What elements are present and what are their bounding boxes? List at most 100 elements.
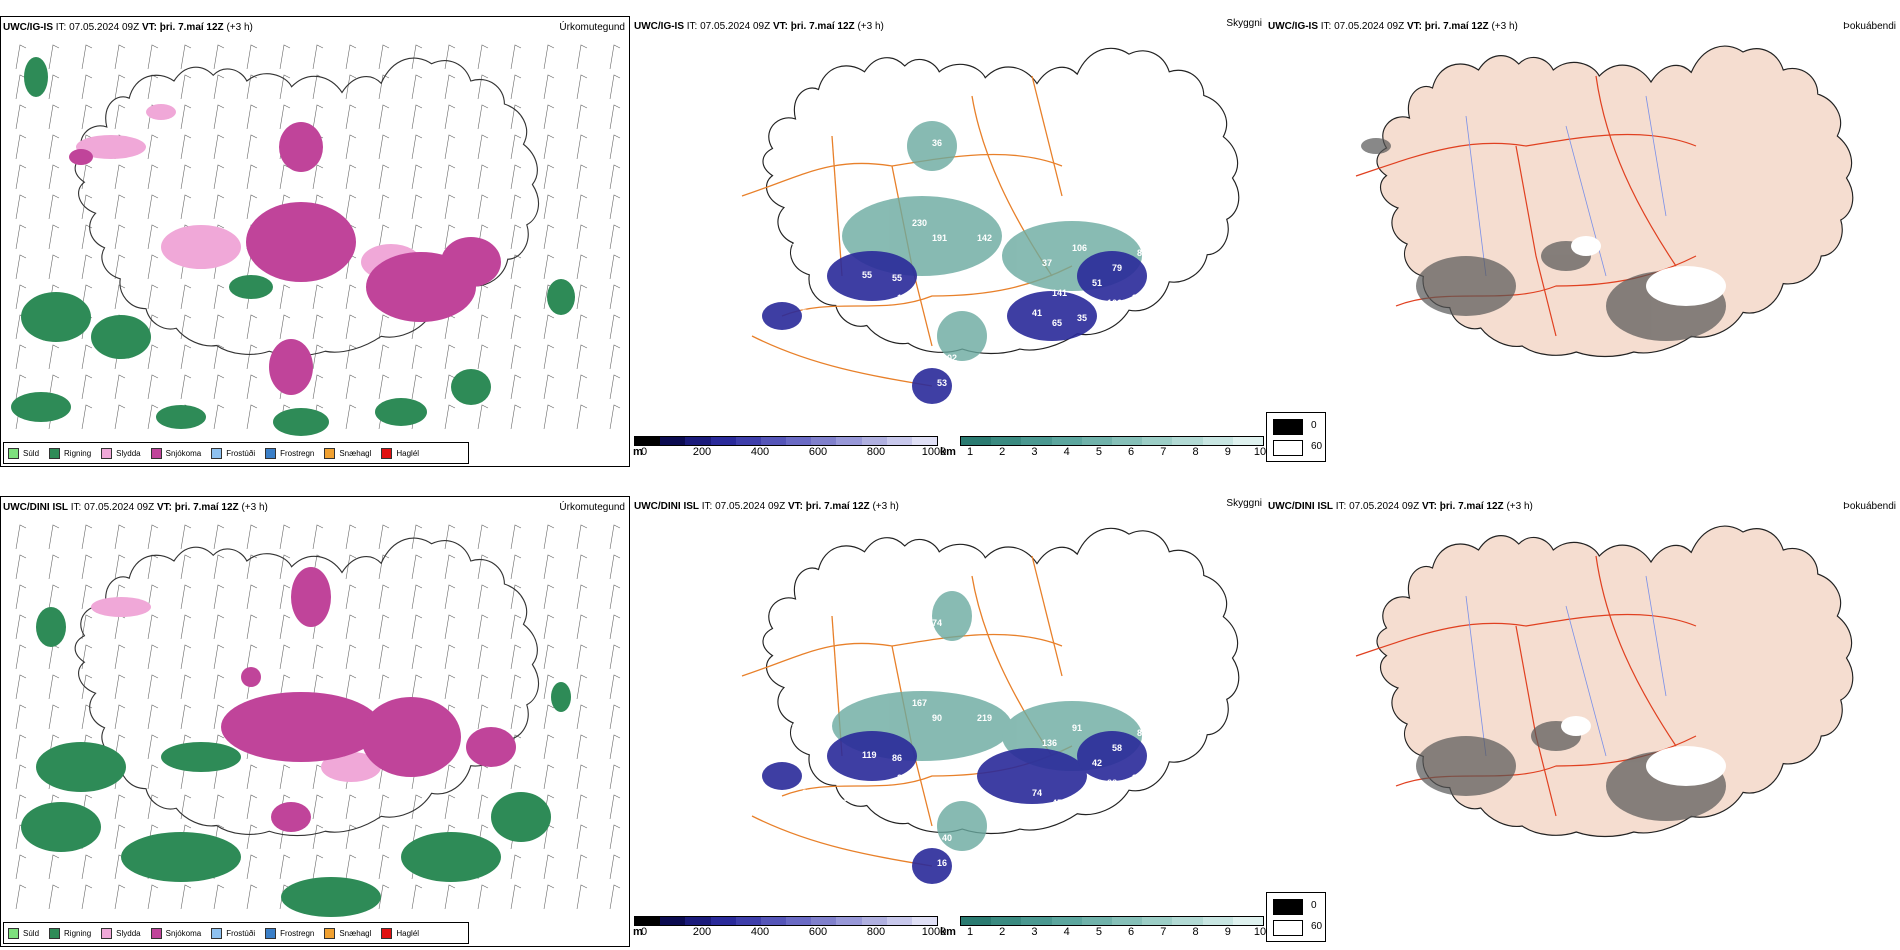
wind-barb	[444, 614, 456, 640]
wind-barb	[477, 884, 489, 910]
wind-barb	[15, 254, 27, 280]
wind-barb	[246, 644, 258, 670]
wind-barb	[543, 344, 555, 370]
visibility-value: 90	[932, 713, 942, 723]
wind-barb	[576, 614, 588, 640]
wind-barb	[180, 164, 192, 190]
legend-label: Súld	[23, 928, 40, 938]
wind-barb	[147, 584, 159, 610]
wind-barb	[312, 284, 324, 310]
wind-barb	[15, 194, 27, 220]
wind-barb	[510, 134, 522, 160]
wind-barb	[114, 224, 126, 250]
wind-barb	[81, 584, 93, 610]
wind-barb	[609, 854, 621, 880]
visibility-value: 136	[1042, 738, 1057, 748]
visibility-value: 87	[802, 788, 812, 798]
colorbar-tick: 5	[1095, 446, 1102, 458]
panel-header: UWC/IG-IS IT: 07.05.2024 09Z VT: þri. 7.…	[1268, 21, 1518, 32]
wind-barb	[81, 524, 93, 550]
wind-barb	[279, 854, 291, 880]
colorbar-cell	[685, 917, 711, 925]
wind-barb	[345, 554, 357, 580]
wind-barb	[411, 344, 423, 370]
wind-barb	[576, 794, 588, 820]
wind-barb	[279, 314, 291, 340]
wind-barb	[246, 164, 258, 190]
wind-barb	[609, 134, 621, 160]
wind-barb	[312, 74, 324, 100]
wind-barb	[510, 224, 522, 250]
wind-barb	[246, 584, 258, 610]
wind-barb	[609, 224, 621, 250]
wind-barb	[411, 644, 423, 670]
colorbar-tick: 7	[1160, 446, 1167, 458]
wind-barb	[180, 524, 192, 550]
colorbar-cell	[811, 917, 837, 925]
colorbar-tick: 400	[750, 446, 770, 458]
visibility-km-colorbar: km 1 2 3 4 5 6 7 8 9 10	[940, 436, 1266, 458]
colorbar-tick: 10	[1253, 446, 1267, 458]
wind-barb	[147, 614, 159, 640]
wind-barb	[378, 674, 390, 700]
wind-barb	[543, 254, 555, 280]
wind-barb	[48, 164, 60, 190]
wind-barb	[510, 194, 522, 220]
legend-item: Frostregn	[265, 447, 314, 459]
wind-barb	[345, 524, 357, 550]
wind-barb	[411, 794, 423, 820]
wind-barb	[444, 134, 456, 160]
wind-barb	[48, 584, 60, 610]
wind-barb	[312, 524, 324, 550]
colorbar-cell	[991, 917, 1022, 925]
precip-type-map	[11, 44, 621, 436]
wind-barb	[576, 254, 588, 280]
legend-swatch	[324, 927, 336, 939]
legend-label: Frostúði	[226, 448, 256, 458]
wind-barb	[411, 224, 423, 250]
wind-barb	[609, 764, 621, 790]
wind-barb	[48, 134, 60, 160]
wind-barb	[246, 44, 258, 70]
colorbar-cell	[911, 437, 938, 445]
legend-label: Frostregn	[280, 928, 315, 938]
wind-barb	[15, 704, 27, 730]
wind-barb	[378, 524, 390, 550]
colorbar-cell	[660, 437, 686, 445]
wind-barb	[15, 884, 27, 910]
colorbar-cell	[861, 917, 887, 925]
colorbar-cell	[760, 917, 787, 925]
wind-barb	[444, 44, 456, 70]
wind-barb	[147, 224, 159, 250]
wind-barb	[246, 134, 258, 160]
wind-barb	[576, 284, 588, 310]
wind-barb	[543, 404, 555, 430]
wind-barb	[15, 554, 27, 580]
wind-barb	[213, 404, 225, 430]
wind-barb	[345, 164, 357, 190]
wind-barb	[477, 284, 489, 310]
wind-barb	[114, 884, 126, 910]
wind-barb	[213, 554, 225, 580]
wind-barb	[411, 74, 423, 100]
legend-item: Snjókoma	[150, 447, 201, 459]
wind-barb	[279, 74, 291, 100]
wind-barb	[378, 374, 390, 400]
wind-barb	[510, 884, 522, 910]
wind-barb	[477, 194, 489, 220]
wind-barb	[543, 554, 555, 580]
wind-barb	[312, 314, 324, 340]
wind-barb	[81, 74, 93, 100]
colorbar-tick: 200	[692, 926, 712, 938]
fog-map	[1355, 45, 1854, 358]
wind-barb	[81, 44, 93, 70]
wind-barb	[576, 104, 588, 130]
visibility-value: 37	[792, 238, 802, 248]
panel-variable-label: Þokuábendi	[1843, 501, 1896, 512]
wind-barb	[510, 74, 522, 100]
wind-barb	[213, 344, 225, 370]
wind-barb	[576, 344, 588, 370]
precip-type-panel-bottom: UWC/DINI ISL IT: 07.05.2024 09Z VT: þri.…	[0, 496, 630, 947]
panel-header: UWC/DINI ISL IT: 07.05.2024 09Z VT: þri.…	[1268, 501, 1533, 512]
visibility-map: 74 252 167 90 219 119 86 113 216 87 106 136 91 58 80 42…	[741, 527, 1240, 884]
